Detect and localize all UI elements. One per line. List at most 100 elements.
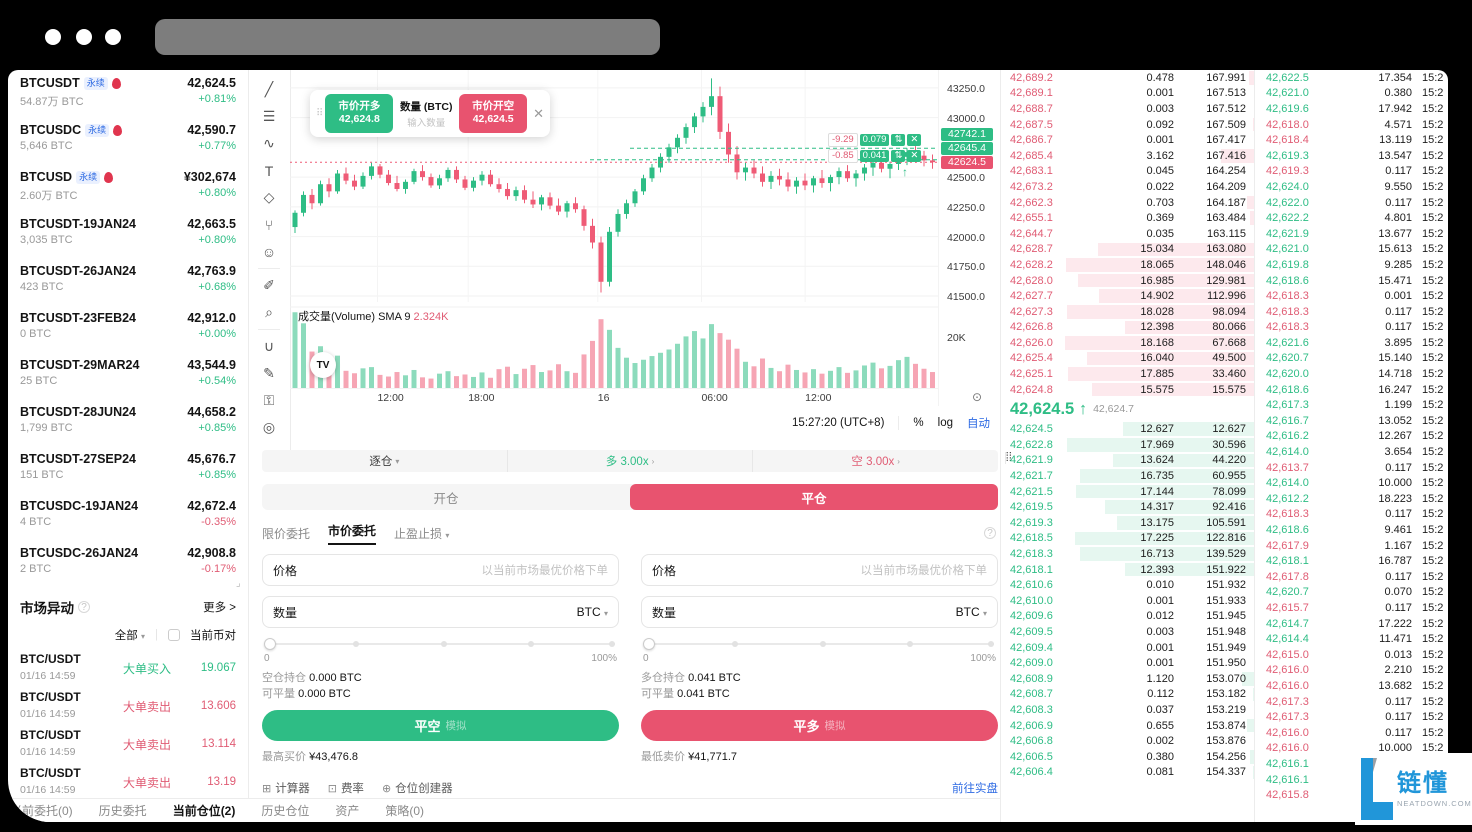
trade-row[interactable]: 42,616.0 10.000 15:2 [1266, 742, 1444, 755]
trade-row[interactable]: 42,618.6 15.471 15:2 [1266, 274, 1444, 287]
trade-row[interactable]: 42,616.0 13.682 15:2 [1266, 679, 1444, 692]
qty-input-long[interactable]: 数量 BTC ▾ [641, 596, 998, 628]
trade-row[interactable]: 42,614.0 10.000 15:2 [1266, 477, 1444, 490]
trade-row[interactable]: 42,619.3 0.117 15:2 [1266, 165, 1444, 178]
trade-row[interactable]: 42,616.0 2.210 15:2 [1266, 664, 1444, 677]
trend-line-icon[interactable]: ╱ [264, 81, 274, 97]
panel-drag-icon[interactable]: ⁞⁞ [1004, 452, 1012, 464]
order-book-row[interactable]: 42,686.7 0.001 167.417 [1010, 134, 1246, 147]
trade-row[interactable]: 42,617.3 0.117 15:2 [1266, 711, 1444, 724]
tab-tp-sl-order[interactable]: 止盈止损 ▾ [394, 526, 450, 541]
trade-row[interactable]: 42,618.6 16.247 15:2 [1266, 383, 1444, 396]
market-move-row[interactable]: BTC/USDT 01/16 14:59 大单买入 19.067 [20, 652, 236, 682]
trade-row[interactable]: 42,619.3 13.547 15:2 [1266, 149, 1444, 162]
order-book-row[interactable]: 42,627.7 14.902 112.996 [1002, 288, 1254, 304]
market-move-row[interactable]: BTC/USDT 01/16 14:59 大单卖出 13.114 [20, 728, 236, 758]
order-book-row[interactable]: 42,627.3 18.028 98.094 [1002, 304, 1254, 320]
order-book-row[interactable]: 42,688.7 0.003 167.512 [1010, 102, 1254, 116]
order-book-row[interactable]: 42,626.8 12.398 80.066 [1002, 320, 1254, 336]
order-book-row[interactable]: 42,619.5 14.317 92.416 [1002, 499, 1254, 515]
info-icon[interactable]: ? [78, 601, 90, 613]
order-book-row[interactable]: 42,618.5 17.225 122.816 [1002, 531, 1254, 547]
order-book-row[interactable]: 42,625.4 16.040 49.500 [1002, 351, 1254, 367]
trade-row[interactable]: 42,612.2 18.223 15:2 [1266, 492, 1444, 505]
trade-row[interactable]: 42,617.8 0.117 15:2 [1266, 570, 1444, 583]
bottom-tab[interactable]: 历史仓位 [261, 804, 310, 818]
trade-row[interactable]: 42,622.5 17.354 15:2 [1266, 71, 1444, 84]
calculator-link[interactable]: ⊞ 计算器 [262, 782, 310, 796]
order-book-row[interactable]: 42,606.9 0.655 153.874 [1002, 718, 1254, 734]
pitchfork-icon[interactable]: ⑂ [264, 216, 274, 233]
trade-row[interactable]: 42,617.3 0.117 15:2 [1266, 695, 1444, 708]
eye-icon[interactable]: ◎ [262, 419, 276, 435]
go-live-link[interactable]: 前往实盘 [952, 783, 998, 795]
pair-row[interactable]: BTCUSDT-23FEB24 42,912.0 0 BTC +0.00% [8, 305, 248, 352]
horizontal-lines-icon[interactable]: ☰ [262, 108, 276, 124]
time-axis[interactable]: 12:00 18:00 16 06:00 12:00 [290, 388, 938, 406]
ruler-icon[interactable]: ✐ [263, 277, 275, 293]
trade-row[interactable]: 42,615.7 0.117 15:2 [1266, 601, 1444, 614]
trade-row[interactable]: 42,619.8 9.285 15:2 [1266, 258, 1444, 271]
trade-row[interactable]: 42,618.3 0.117 15:2 [1266, 508, 1444, 521]
price-input-long[interactable]: 价格 以当前市场最优价格下单 [641, 554, 998, 586]
order-book-row[interactable]: 42,662.3 0.703 164.187 [1002, 195, 1254, 211]
trade-row[interactable]: 42,616.7 13.052 15:2 [1266, 414, 1444, 427]
resize-handle-icon[interactable]: ⌟ [236, 578, 241, 589]
slider-handle[interactable] [643, 638, 655, 650]
order-book-row[interactable]: 42,625.1 17.885 33.460 [1002, 366, 1254, 382]
trade-row[interactable]: 42,620.7 15.140 15:2 [1266, 352, 1444, 365]
pair-row[interactable]: BTCUSDT 永续 42,624.5 54.87万 BTC +0.81% [8, 70, 248, 117]
help-icon[interactable]: ? [984, 527, 996, 539]
price-chart[interactable]: 成交量(Volume) SMA 9 2.324K TV 43250.0 43000… [290, 70, 1000, 450]
pair-row[interactable]: BTCUSDT-19JAN24 42,663.5 3,035 BTC +0.80% [8, 211, 248, 258]
order-book-row[interactable]: 42,689.2 0.478 167.991 [1002, 70, 1254, 86]
pattern-icon[interactable]: ◇ [263, 189, 275, 205]
address-bar[interactable] [155, 19, 660, 55]
tab-limit-order[interactable]: 限价委托 [262, 526, 311, 541]
pair-row[interactable]: BTCUSDT-29MAR24 43,544.9 25 BTC +0.54% [8, 352, 248, 399]
order-book-row[interactable]: 42,624.8 15.575 15.575 [1002, 382, 1254, 398]
zoom-in-icon[interactable]: ⌕ [265, 304, 273, 320]
pair-row[interactable]: BTCUSDT-27SEP24 45,676.7 151 BTC +0.85% [8, 446, 248, 493]
market-sell-button[interactable]: 市价开空 42,624.5 [459, 94, 528, 133]
bottom-tab[interactable]: 资产 [335, 804, 360, 818]
traffic-light-minimize[interactable] [76, 29, 92, 45]
order-book-row[interactable]: 42,619.3 13.175 105.591 [1002, 515, 1254, 531]
order-book-row[interactable]: 42,644.7 0.035 163.115 [1010, 226, 1254, 241]
magnet-icon[interactable]: ∪ [263, 338, 275, 354]
order-book-row[interactable]: 42,626.0 18.168 67.668 [1002, 335, 1254, 351]
trade-row[interactable]: 42,614.4 11.471 15:2 [1266, 633, 1444, 646]
trade-row[interactable]: 42,618.3 0.001 15:2 [1266, 290, 1444, 303]
close-long-button[interactable]: 平多 模拟 [641, 710, 998, 741]
bottom-tab[interactable]: 当前仓位(2) [172, 804, 236, 818]
order-book-row[interactable]: 42,618.3 16.713 139.529 [1002, 546, 1254, 562]
position-builder-link[interactable]: ⊕ 仓位创建器 [381, 782, 453, 796]
market-move-row[interactable]: BTC/USDT 01/16 14:59 大单卖出 13.19 [20, 766, 236, 796]
lock-icon[interactable]: ⚿ [263, 392, 275, 408]
trade-row[interactable]: 42,622.0 0.117 15:2 [1266, 196, 1444, 209]
percent-scale-button[interactable]: % [913, 417, 924, 429]
pair-row[interactable]: BTCUSD 永续 ¥302,674 2.60万 BTC +0.80% [8, 164, 248, 211]
order-book-row[interactable]: 42,608.9 1.120 153.070 [1002, 671, 1254, 687]
current-pair-checkbox[interactable] [168, 629, 180, 641]
order-book-row[interactable]: 42,610.6 0.010 151.932 [1010, 578, 1254, 592]
market-move-row[interactable]: BTC/USDT 01/16 14:59 大单卖出 13.606 [20, 690, 236, 720]
market-moves-more-link[interactable]: 更多 > [203, 602, 236, 614]
order-book-row[interactable]: 42,683.1 0.045 164.254 [1010, 164, 1254, 179]
qty-input-short[interactable]: 数量 BTC ▾ [262, 596, 619, 628]
long-leverage-button[interactable]: 多 3.00x › [506, 450, 753, 472]
order-book-row[interactable]: 42,628.7 15.034 163.080 [1002, 242, 1254, 258]
auto-scale-button[interactable]: 自动 [967, 418, 990, 430]
pair-row[interactable]: BTCUSDC-26JAN24 42,908.8 2 BTC -0.17% [8, 540, 248, 587]
bottom-tab[interactable]: 当前委托(0) [10, 804, 73, 818]
order-book-row[interactable]: 42,618.1 12.393 151.922 [1002, 562, 1254, 578]
trade-row[interactable]: 42,617.3 1.199 15:2 [1266, 399, 1444, 412]
chart-settings-icon[interactable]: ⊙ [971, 390, 982, 404]
fee-rate-link[interactable]: ⊡ 费率 [327, 782, 364, 796]
order-book-row[interactable]: 42,628.0 16.985 129.981 [1002, 273, 1254, 289]
price-axis[interactable]: 43250.0 43000.0 42500.0 42250.0 42000.0 41750… [938, 70, 1000, 406]
bottom-tab[interactable]: 策略(0) [385, 804, 425, 818]
trade-row[interactable]: 42,615.0 0.013 15:2 [1266, 648, 1444, 661]
amount-slider-short[interactable] [264, 638, 615, 650]
trade-row[interactable]: 42,616.0 0.117 15:2 [1266, 726, 1444, 739]
